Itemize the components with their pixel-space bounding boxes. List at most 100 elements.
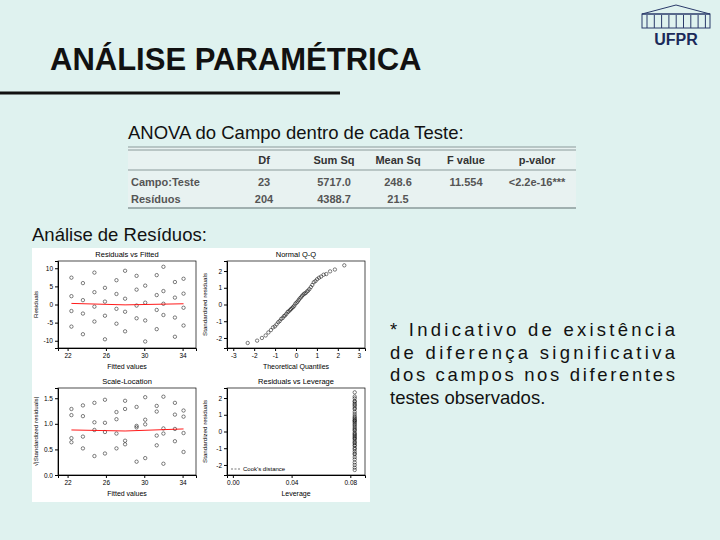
data-point xyxy=(155,404,158,407)
plots-background xyxy=(32,248,370,502)
x-tick: 0 xyxy=(295,348,299,359)
x-tick: 22 xyxy=(64,475,72,486)
y-tick-mark xyxy=(55,398,58,399)
data-point xyxy=(93,271,96,274)
data-point xyxy=(173,440,176,443)
y-tick: -1 xyxy=(216,318,227,325)
data-point xyxy=(135,274,138,277)
data-point xyxy=(123,443,126,446)
data-point xyxy=(182,292,185,295)
data-point xyxy=(70,413,73,416)
table-cell: <2.2e-16*** xyxy=(509,176,566,188)
logo-roof xyxy=(642,5,710,14)
x-tick-label: 26 xyxy=(103,352,111,359)
y-tick-mark xyxy=(224,321,227,322)
y-axis: 0.00.51.01.5 xyxy=(44,389,59,479)
table-rule xyxy=(128,207,576,209)
x-tick-label: 3 xyxy=(357,352,361,359)
y-tick: 2 xyxy=(218,395,227,402)
note-line: de diferença significativa xyxy=(390,342,676,363)
anova-caption: ANOVA do Campo dentro de cada Teste: xyxy=(128,122,464,143)
data-point xyxy=(144,301,147,304)
y-tick-mark xyxy=(55,341,58,342)
y-tick-label: 1 xyxy=(218,411,222,418)
x-tick-label: 34 xyxy=(179,352,187,359)
data-point xyxy=(155,308,158,311)
y-axis-line xyxy=(55,389,59,476)
residuals-caption: Análise de Resíduos: xyxy=(32,224,207,245)
panel-title: Residuals vs Fitted xyxy=(95,250,158,259)
y-tick-mark xyxy=(224,448,227,449)
data-point xyxy=(182,277,185,280)
data-point xyxy=(155,327,158,330)
x-tick: -2 xyxy=(252,348,258,359)
column-header: F value xyxy=(447,154,485,166)
x-axis-title: Fitted values xyxy=(107,363,147,370)
data-point xyxy=(353,452,356,455)
plot-marks xyxy=(70,395,186,465)
note-line: * Indicativo de existência xyxy=(390,319,676,340)
data-point xyxy=(162,289,165,292)
data-point xyxy=(264,334,267,337)
data-point xyxy=(81,447,84,450)
x-axis-title: Leverage xyxy=(281,490,310,498)
data-point xyxy=(353,443,356,446)
x-tick-mark xyxy=(233,475,234,478)
diagnostic-panel: Residuals vs Leverage0.000.040.08-2-1012… xyxy=(201,377,366,498)
panel-title: Normal Q-Q xyxy=(276,250,317,259)
data-point xyxy=(353,468,356,471)
data-point xyxy=(353,410,356,413)
x-tick: 30 xyxy=(141,348,149,359)
logo-column xyxy=(705,15,706,28)
data-point xyxy=(144,340,147,343)
plot-frame xyxy=(58,388,196,475)
legend-swatch xyxy=(231,469,241,470)
data-point xyxy=(93,290,96,293)
x-tick-label: 22 xyxy=(64,479,72,486)
x-tick-mark xyxy=(183,475,184,478)
table-rule xyxy=(128,147,576,148)
data-point xyxy=(353,399,356,402)
data-point xyxy=(70,325,73,328)
data-point xyxy=(173,335,176,338)
x-tick-label: 1 xyxy=(316,352,320,359)
y-tick-label: 0.0 xyxy=(44,472,53,479)
data-point xyxy=(293,304,296,307)
data-point xyxy=(144,423,147,426)
data-point xyxy=(81,414,84,417)
data-point xyxy=(144,319,147,322)
y-axis: -10-50510 xyxy=(44,262,59,349)
x-tick-label: -3 xyxy=(231,352,237,359)
x-axis: 0.000.040.08 xyxy=(227,475,365,486)
data-point xyxy=(343,264,346,267)
data-point xyxy=(353,455,356,458)
data-point xyxy=(144,418,147,421)
x-tick-label: -1 xyxy=(273,352,279,359)
x-tick-mark xyxy=(144,348,145,351)
smooth-line xyxy=(71,429,183,431)
y-tick: -2 xyxy=(216,462,227,469)
data-point xyxy=(135,424,138,427)
y-tick-label: 2 xyxy=(218,268,222,275)
data-point xyxy=(103,398,106,401)
row-label: Resíduos xyxy=(131,193,181,205)
y-tick-label: 1.5 xyxy=(44,395,53,402)
y-tick-mark xyxy=(55,475,58,476)
y-axis-title: Standardized residuals xyxy=(201,273,208,336)
data-point xyxy=(70,441,73,444)
data-point xyxy=(93,305,96,308)
y-axis-line xyxy=(224,262,228,349)
table-cell: 4388.7 xyxy=(317,193,351,205)
x-axis: 22263034 xyxy=(59,475,197,486)
data-point xyxy=(182,415,185,418)
data-point xyxy=(182,324,185,327)
y-tick-label: 0 xyxy=(218,428,222,435)
logo-text: UFPR xyxy=(654,31,698,48)
data-point xyxy=(103,421,106,424)
data-point xyxy=(255,339,258,342)
data-point xyxy=(182,431,185,434)
data-point xyxy=(353,403,356,406)
data-point xyxy=(173,280,176,283)
data-point xyxy=(353,463,356,466)
x-axis-line xyxy=(59,349,197,352)
